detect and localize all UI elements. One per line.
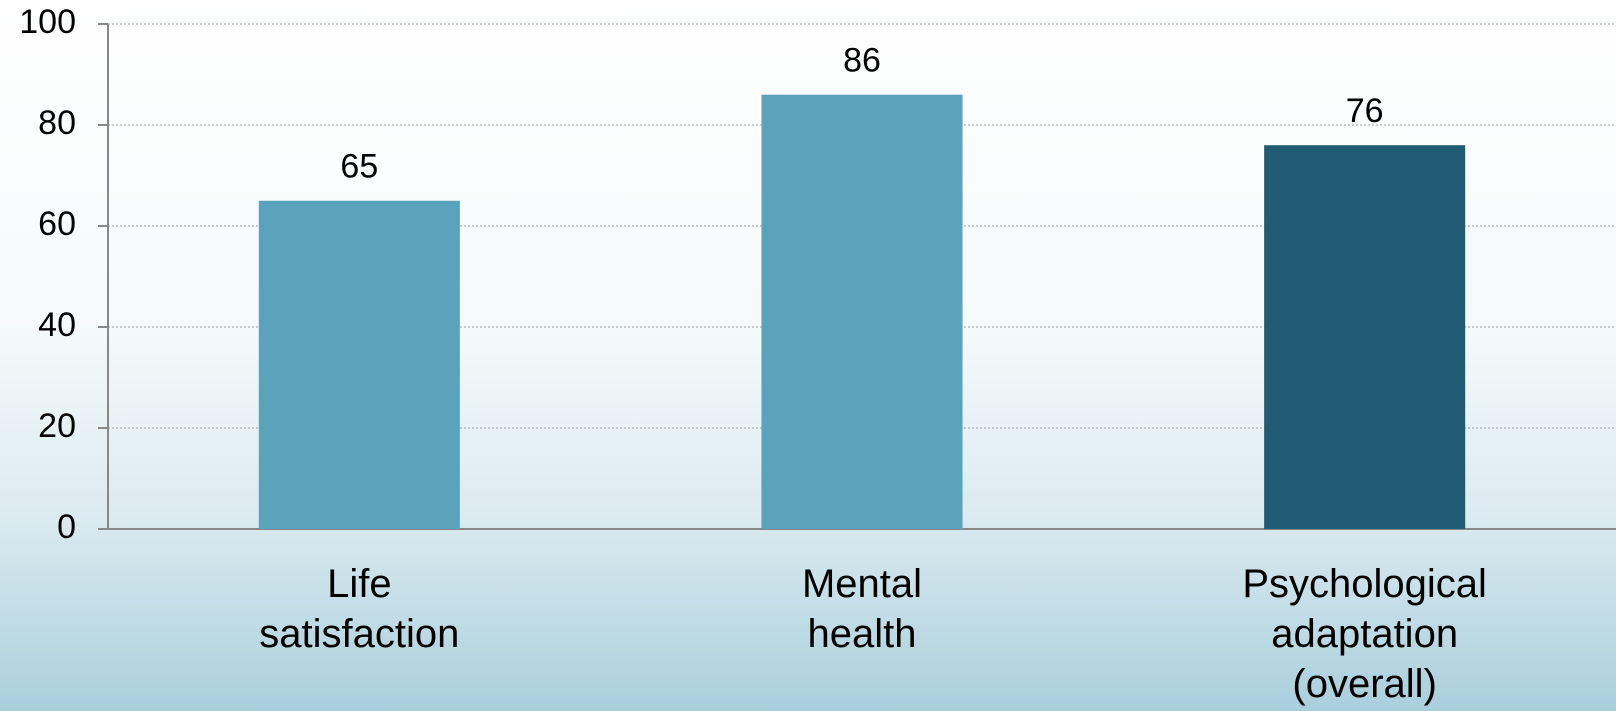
y-tick-label: 80 xyxy=(38,104,76,142)
bar xyxy=(258,200,460,529)
bar xyxy=(761,94,963,529)
y-tick-label: 20 xyxy=(38,407,76,445)
x-tick-label: Psychological adaptation (overall) xyxy=(1242,562,1487,706)
y-tick-label: 60 xyxy=(38,205,76,243)
y-tick-label: 100 xyxy=(19,3,76,41)
y-tick-label: 40 xyxy=(38,306,76,344)
bar xyxy=(1264,145,1466,529)
data-label: 65 xyxy=(340,148,378,186)
x-tick-label: Life satisfaction xyxy=(259,562,460,656)
x-tick-label: Mental health xyxy=(801,562,923,656)
data-label: 76 xyxy=(1346,92,1384,130)
y-tick-label: 0 xyxy=(57,508,76,546)
data-label: 86 xyxy=(843,42,881,80)
